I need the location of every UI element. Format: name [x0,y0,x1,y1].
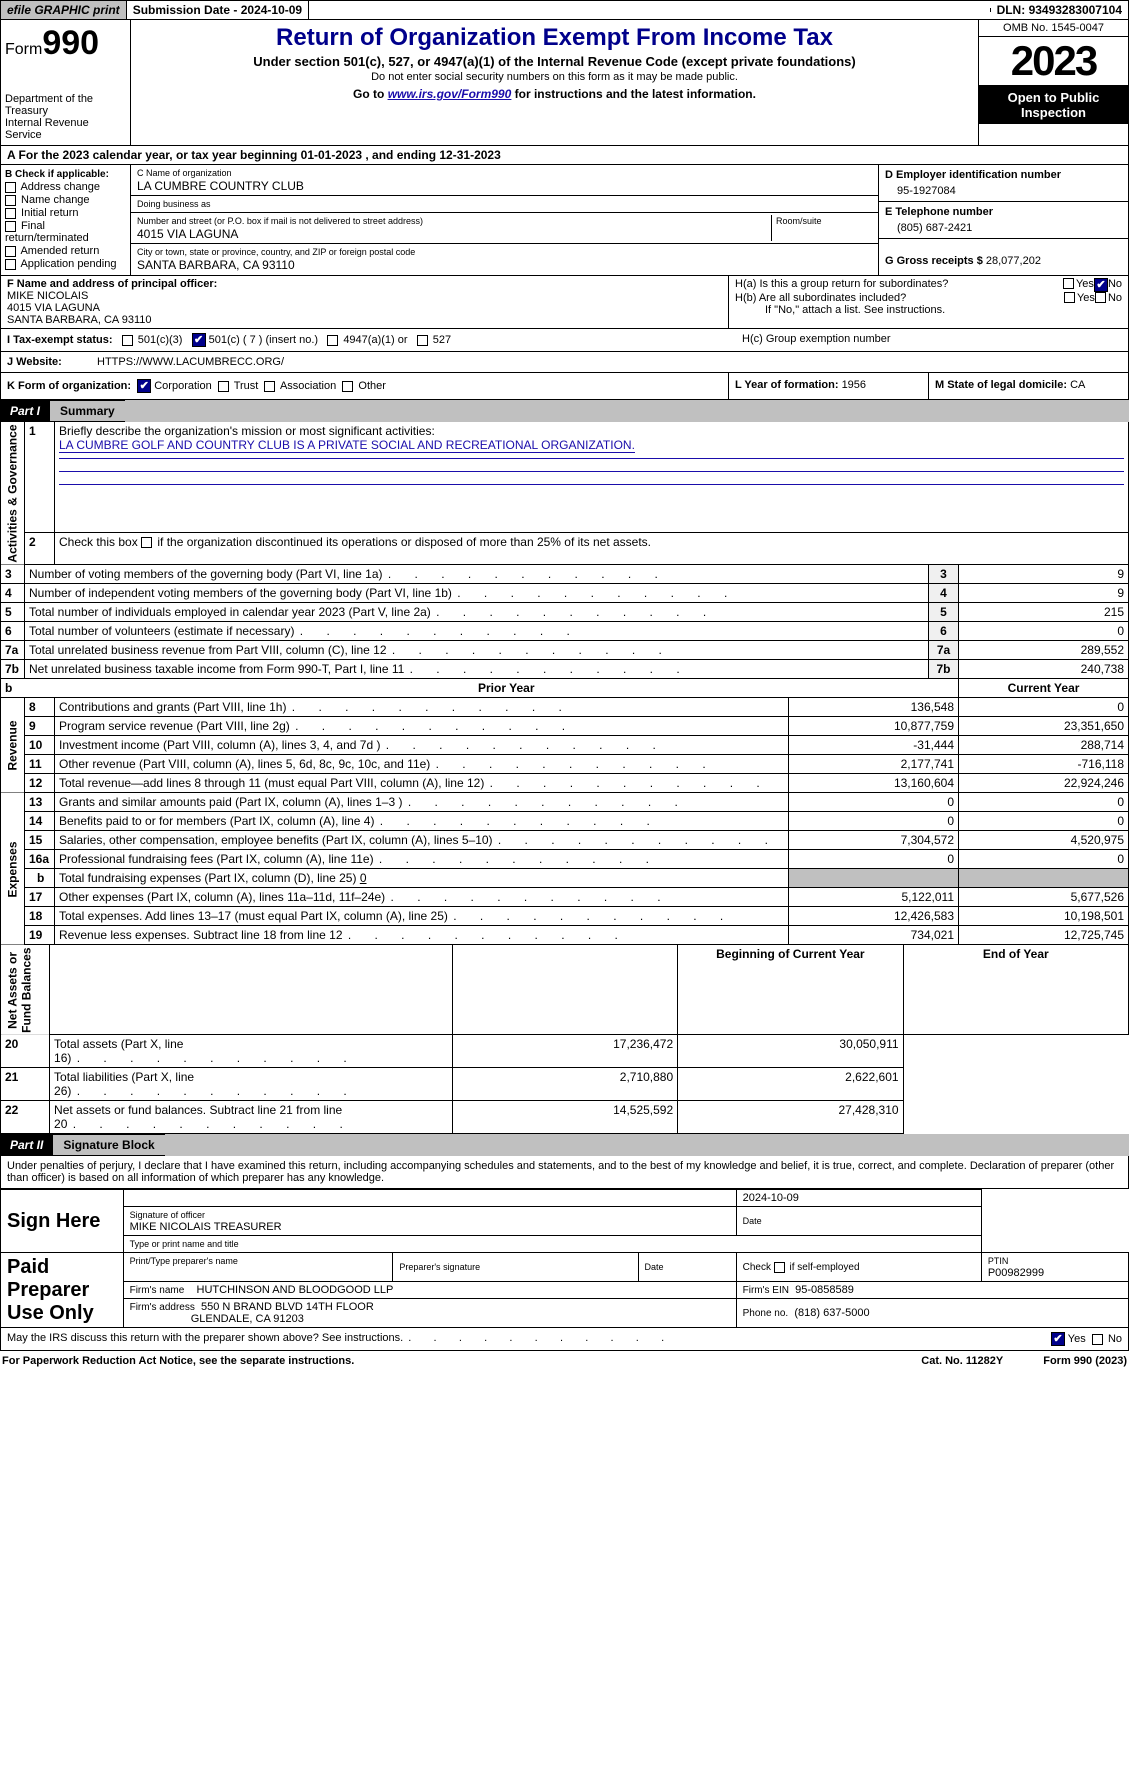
vlabel-governance: Activities & Governance [1,422,25,565]
section-k: K Form of organization: ✔ Corporation Tr… [1,373,728,399]
4947-checkbox[interactable] [327,335,338,346]
header-right: OMB No. 1545-0047 2023 Open to Public In… [978,20,1128,145]
discuss-yes-checkbox[interactable]: ✔ [1051,1332,1065,1346]
section-klm: K Form of organization: ✔ Corporation Tr… [0,373,1129,400]
tax-year-row: A For the 2023 calendar year, or tax yea… [0,146,1129,165]
section-hc: H(c) Group exemption number [742,333,1122,347]
ha-no-checkbox[interactable]: ✔ [1094,278,1108,292]
section-de: D Employer identification number95-19270… [878,165,1128,275]
corp-checkbox[interactable]: ✔ [137,379,151,393]
org-name-cell: C Name of organizationLA CUMBRE COUNTRY … [131,165,878,196]
signature-table: Sign Here 2024-10-09 Signature of office… [0,1189,1129,1328]
part1-bar: Part I Summary [0,400,1129,422]
blank-cell [309,8,990,12]
discuss-row: May the IRS discuss this return with the… [0,1328,1129,1351]
discuss-no-checkbox[interactable] [1092,1334,1103,1345]
b-checkbox[interactable] [5,259,16,270]
b-label: B Check if applicable: [5,169,126,180]
section-i: I Tax-exempt status: 501(c)(3) ✔ 501(c) … [0,329,1129,352]
b-checkbox[interactable] [5,208,16,219]
expenses-table: Expenses13Grants and similar amounts pai… [0,793,1129,945]
footer: For Paperwork Reduction Act Notice, see … [0,1351,1129,1371]
section-l: L Year of formation: 1956 [728,373,928,399]
section-fh: F Name and address of principal officer:… [0,276,1129,329]
ha-yes-checkbox[interactable] [1063,278,1074,289]
form-title: Return of Organization Exempt From Incom… [135,24,974,52]
website-url[interactable]: HTTPS://WWW.LACUMBRECC.ORG/ [91,352,1128,372]
section-j: J Website: HTTPS://WWW.LACUMBRECC.ORG/ [0,352,1129,373]
trust-checkbox[interactable] [218,381,229,392]
penalty-text: Under penalties of perjury, I declare th… [0,1156,1129,1189]
b-checkbox[interactable] [5,221,16,232]
form-header: Form990 Department of the Treasury Inter… [0,20,1129,146]
hb-no-checkbox[interactable] [1095,292,1106,303]
submission-date: Submission Date - 2024-10-09 [127,1,309,19]
netassets-table: Net Assets or Fund Balances Beginning of… [0,945,1129,1134]
501c3-checkbox[interactable] [122,335,133,346]
b-checkbox[interactable] [5,182,16,193]
section-b: B Check if applicable: Address change Na… [1,165,131,275]
other-checkbox[interactable] [342,381,353,392]
section-f: F Name and address of principal officer:… [1,276,728,328]
hb-yes-checkbox[interactable] [1064,292,1075,303]
assoc-checkbox[interactable] [264,381,275,392]
section-bcde: B Check if applicable: Address change Na… [0,165,1129,276]
gross-cell: G Gross receipts $ 28,077,202 [879,239,1128,275]
b-checkbox[interactable] [5,195,16,206]
501c-checkbox[interactable]: ✔ [192,333,206,347]
header-center: Return of Organization Exempt From Incom… [131,20,978,145]
sign-here-label: Sign Here [1,1190,124,1253]
dept-treasury: Department of the Treasury Internal Reve… [5,93,126,141]
revenue-table: Revenue8Contributions and grants (Part V… [0,698,1129,793]
phone-cell: E Telephone number(805) 687-2421 [879,202,1128,239]
paid-preparer-label: Paid Preparer Use Only [1,1253,124,1328]
ein-cell: D Employer identification number95-19270… [879,165,1128,202]
header-left: Form990 Department of the Treasury Inter… [1,20,131,145]
city-cell: City or town, state or province, country… [131,244,878,274]
dba-cell: Doing business as [131,196,878,213]
form-number: Form990 [5,24,126,63]
street-cell: Number and street (or P.O. box if mail i… [131,213,878,244]
line2: Check this box if the organization disco… [55,533,1129,565]
open-inspection: Open to Public Inspection [979,86,1128,124]
summary-table: Activities & Governance 1 Briefly descri… [0,422,1129,698]
527-checkbox[interactable] [417,335,428,346]
part2-bar: Part II Signature Block [0,1134,1129,1156]
section-h: H(a) Is this a group return for subordin… [728,276,1128,328]
dln: DLN: 93493283007104 [991,1,1128,19]
omb-number: OMB No. 1545-0047 [979,20,1128,37]
discontinued-checkbox[interactable] [141,537,152,548]
form-subtitle: Under section 501(c), 527, or 4947(a)(1)… [135,54,974,69]
form-goto: Go to www.irs.gov/Form990 for instructio… [135,87,974,101]
section-c: C Name of organizationLA CUMBRE COUNTRY … [131,165,878,275]
form-note: Do not enter social security numbers on … [135,71,974,83]
top-bar: efile GRAPHIC print Submission Date - 20… [0,0,1129,20]
b-checkbox[interactable] [5,246,16,257]
irs-link[interactable]: www.irs.gov/Form990 [388,87,512,101]
tax-year: 2023 [979,37,1128,86]
section-m: M State of legal domicile: CA [928,373,1128,399]
self-employed-checkbox[interactable] [774,1262,785,1273]
line1: Briefly describe the organization's miss… [55,422,1129,533]
efile-badge: efile GRAPHIC print [1,1,127,19]
